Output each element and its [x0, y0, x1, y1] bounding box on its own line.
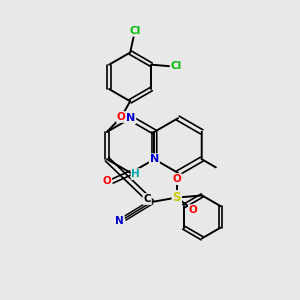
- Text: H: H: [131, 169, 140, 179]
- Text: N: N: [150, 154, 159, 164]
- Text: O: O: [172, 174, 181, 184]
- Text: O: O: [189, 205, 198, 215]
- Text: O: O: [117, 112, 126, 122]
- Text: N: N: [126, 113, 135, 123]
- Text: N: N: [115, 216, 124, 226]
- Text: Cl: Cl: [171, 61, 182, 71]
- Text: C: C: [143, 194, 151, 204]
- Text: Cl: Cl: [130, 26, 141, 36]
- Text: O: O: [103, 176, 111, 186]
- Text: S: S: [172, 191, 181, 204]
